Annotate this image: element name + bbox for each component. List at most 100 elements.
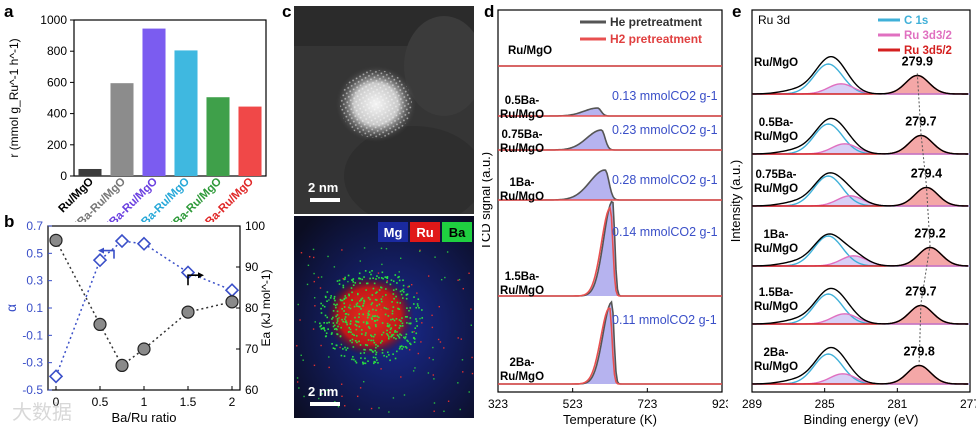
ba-signal [387, 324, 389, 327]
ba-signal [356, 341, 358, 344]
eds-mapping-image: Mg Ru Ba 2 nm [294, 216, 474, 418]
ba-signal [332, 325, 335, 328]
ba-signal [336, 322, 338, 324]
adsorption-area [498, 302, 722, 384]
ba-signal [391, 310, 394, 312]
ba-signal [361, 361, 364, 364]
legend-ru-box [410, 222, 440, 242]
sample-label: 2Ba- [510, 357, 535, 369]
ba-signal [362, 313, 364, 316]
ba-signal [370, 334, 372, 337]
scatter-signal [300, 252, 303, 254]
ba-signal [323, 328, 325, 330]
ba-signal [327, 328, 329, 330]
ba-signal [380, 277, 383, 279]
scatter-signal [381, 295, 384, 298]
scatter-signal [419, 317, 421, 320]
ba-signal [364, 362, 367, 365]
ba-signal [319, 325, 321, 328]
ba-signal [395, 317, 398, 320]
scatter-signal [340, 383, 343, 385]
ba-signal [375, 278, 377, 280]
scatter-signal [398, 271, 400, 273]
scatter-signal [300, 354, 302, 357]
ba-signal [364, 349, 366, 351]
ba-signal [334, 347, 336, 350]
ba-signal [362, 321, 365, 324]
ba-signal [409, 322, 412, 325]
ba-signal [348, 294, 351, 297]
ba-signal [352, 284, 355, 287]
uptake-label: 0.28 mmolCO2 g-1 [612, 173, 718, 187]
ba-signal [400, 293, 403, 296]
sample-label: 0.75Ba- [756, 169, 797, 181]
sample-label: Ru/MgO [754, 301, 798, 313]
ba-signal [375, 299, 378, 301]
scatter-signal [457, 279, 459, 281]
plot-frame [73, 19, 267, 177]
scatter-signal [385, 247, 388, 250]
scatter-signal [412, 370, 415, 372]
scatter-signal [313, 297, 316, 299]
ba-signal [383, 306, 386, 309]
scatter-signal [419, 250, 421, 252]
ba-signal [415, 306, 418, 309]
ba-signal [372, 356, 375, 359]
ba-signal [388, 336, 390, 338]
ba-signal [352, 278, 355, 280]
ba-signal [360, 329, 363, 331]
ba-signal [343, 298, 346, 301]
sample-label: 1Ba- [764, 229, 789, 241]
ba-signal [370, 335, 373, 338]
scatter-signal [302, 359, 304, 361]
scatter-signal [359, 387, 362, 389]
sample-label: Ru/MgO [754, 131, 798, 143]
ba-signal [402, 291, 405, 293]
x-tick-label: 1.5 [180, 395, 197, 409]
panel-label-d: d [484, 2, 495, 21]
ba-signal [372, 287, 375, 290]
ba-signal [342, 348, 344, 350]
ba-signal [351, 299, 353, 301]
ba-signal [398, 275, 400, 278]
ba-signal [381, 352, 384, 354]
right-tick-label: 100 [245, 219, 265, 233]
ba-signal [372, 277, 374, 280]
ba-signal [370, 339, 372, 342]
ba-signal [395, 337, 397, 340]
alpha-point [92, 253, 108, 268]
watermark: 大数据 [12, 400, 72, 424]
ba-signal [398, 319, 401, 321]
ba-signal [355, 361, 358, 364]
ba-signal [418, 307, 420, 309]
ba-signal [349, 320, 352, 322]
chart-d-tcd: 323 523 723 923 Temperature (K) TCD signal (a… [482, 9, 728, 427]
scatter-signal [296, 377, 299, 379]
scatter-signal [432, 358, 434, 361]
ba-signal [399, 302, 402, 304]
ba-signal [366, 316, 369, 319]
ba-signal [343, 306, 346, 308]
ba-signal [342, 286, 345, 289]
ba-signal [414, 327, 417, 329]
sample-label: Ru/MgO [754, 243, 798, 255]
ba-signal [337, 325, 339, 328]
scatter-signal [439, 341, 442, 343]
uptake-label: 0.14 mmolCO2 g-1 [612, 225, 718, 239]
scatter-signal [380, 308, 382, 311]
ba-signal [381, 349, 384, 351]
x-axis-label: Temperature (K) [563, 412, 657, 427]
ba-signal [405, 293, 408, 296]
scatter-signal [433, 410, 435, 412]
ea-point [137, 342, 151, 356]
ba-signal [345, 349, 348, 351]
scatter-signal [419, 249, 421, 252]
ba-signal [408, 309, 410, 312]
scatter-signal [357, 395, 359, 398]
plot-frame [497, 9, 723, 393]
scatter-signal [434, 256, 436, 258]
chart-b-line: -0.5 -0.3 -0.1 0.1 0.3 0.5 0.7 60 70 80 90 100 0 0.5 1… [3, 219, 273, 425]
ba-signal [336, 303, 338, 306]
ba-signal [421, 317, 424, 319]
ba-signal [361, 297, 364, 300]
